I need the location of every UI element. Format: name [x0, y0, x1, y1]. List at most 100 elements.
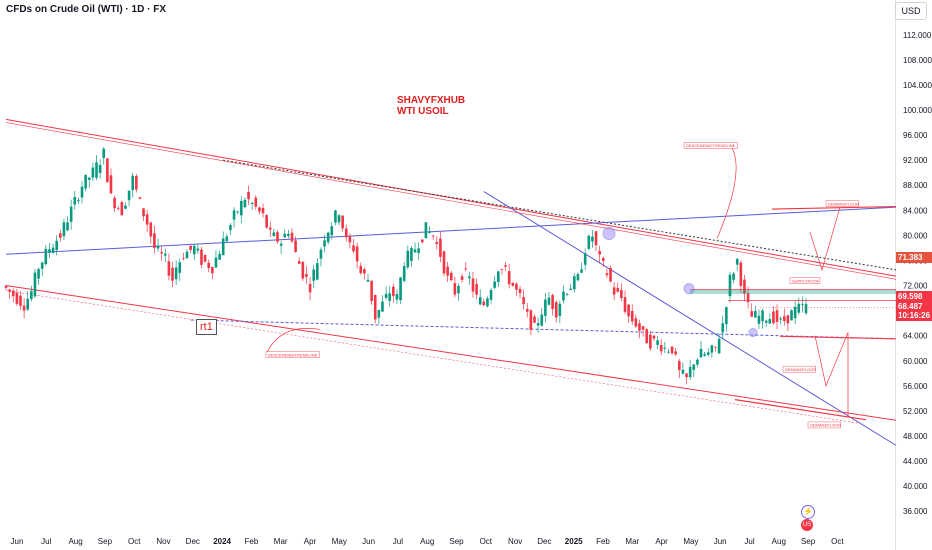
trendline-lower-red[interactable] — [5, 285, 897, 421]
candle-body — [127, 190, 131, 201]
candle-body — [232, 210, 236, 220]
demand-floor-upper-band — [771, 205, 897, 210]
candle-body — [540, 314, 544, 326]
candle-body — [189, 245, 192, 250]
trendlines-layer — [5, 118, 897, 446]
candle-body — [504, 265, 507, 267]
descending-trendline-label-box — [683, 142, 738, 149]
x-tick-label: Sep — [449, 537, 464, 546]
candle-body — [620, 290, 623, 299]
y-tick-label: 112.000 — [903, 31, 932, 40]
trendline-blue-diagonal[interactable] — [483, 191, 897, 446]
candle-body — [562, 291, 565, 301]
price-tag-71383: 71.383 — [896, 252, 932, 263]
candle-body — [185, 251, 189, 259]
candle-body — [250, 202, 254, 204]
currency-button[interactable]: USD — [895, 2, 927, 20]
pivot-marker-circle — [602, 227, 616, 241]
pivot-marker-circle — [683, 283, 695, 295]
trendline-lower-companion — [5, 290, 861, 424]
candle-body — [529, 310, 533, 330]
y-tick-label: 64.000 — [903, 332, 928, 341]
y-tick-label: 56.000 — [903, 382, 928, 391]
candle-body — [518, 288, 522, 293]
candle-body — [395, 293, 399, 300]
candle-body — [109, 175, 113, 194]
candle-body — [772, 311, 775, 324]
trendline-descending-upper-red[interactable] — [5, 118, 897, 277]
candle-body — [775, 310, 779, 322]
candle-body — [420, 239, 424, 243]
candle-body — [211, 266, 214, 274]
candle-body — [301, 261, 305, 279]
x-tick-label: Aug — [772, 537, 786, 546]
candle-body — [167, 261, 171, 276]
candle-body — [341, 215, 344, 229]
candle-body — [370, 280, 373, 302]
candle-body — [261, 207, 265, 214]
x-tick-label: 2025 — [565, 537, 583, 546]
candle-body — [706, 352, 710, 355]
candle-body — [511, 282, 515, 286]
demand-floor-lower-band — [734, 399, 867, 421]
candle-body — [163, 253, 167, 256]
candle-body — [319, 249, 323, 259]
candle-body — [283, 233, 287, 238]
candle-body — [91, 167, 95, 178]
candle-body — [22, 305, 26, 311]
price-axis[interactable] — [895, 0, 932, 550]
x-tick-label: May — [683, 537, 698, 546]
x-tick-label: Jun — [11, 537, 24, 546]
candle-body — [439, 238, 442, 257]
candle-body — [337, 215, 341, 223]
candle-body — [681, 369, 685, 374]
supply-roof-label: SUPPLYROOF — [792, 279, 820, 284]
y-tick-label: 88.000 — [903, 181, 928, 190]
candle-body — [670, 346, 674, 354]
x-tick-label: Jul — [393, 537, 403, 546]
candle-body — [214, 257, 218, 268]
candle-body — [641, 326, 645, 330]
candle-body — [156, 245, 160, 249]
candle-body — [551, 294, 554, 310]
candle-body — [732, 273, 735, 280]
candle-body — [735, 258, 739, 265]
x-tick-label: Nov — [508, 537, 522, 546]
candle-body — [598, 251, 601, 255]
candle-body — [334, 210, 337, 223]
descending-trendline-label: DESCENDINGTRENDLINE — [686, 143, 736, 148]
candle-body — [410, 248, 413, 261]
candle-body — [659, 344, 663, 352]
y-tick-label: 40.000 — [903, 482, 928, 491]
demand-floor-label-box — [807, 421, 841, 429]
descending-trendline-label-lower-box — [265, 351, 320, 358]
candle-body — [51, 247, 55, 253]
candle-body — [4, 285, 8, 288]
candle-body — [761, 310, 764, 322]
lightning-icon[interactable]: ⚡ — [801, 505, 815, 519]
candle-body — [359, 265, 363, 274]
candle-body — [135, 175, 138, 190]
trendline-ascending-blue[interactable] — [5, 206, 897, 255]
candle-body — [66, 222, 69, 231]
candle-body — [779, 318, 782, 320]
x-tick-label: Jun — [362, 537, 375, 546]
candle-body — [174, 267, 178, 280]
trendline-blue-channel-lower[interactable] — [190, 319, 897, 340]
candle-body — [497, 271, 500, 283]
candles-layer — [4, 146, 808, 385]
trendline-descending-upper-black-dotted[interactable] — [223, 159, 897, 271]
candle-body — [207, 262, 211, 269]
candle-body — [254, 197, 258, 207]
candle-body — [460, 276, 464, 280]
candle-body — [790, 310, 793, 321]
x-tick-label: Jul — [41, 537, 51, 546]
us-flag-icon[interactable]: US — [801, 519, 813, 531]
candle-body — [326, 232, 330, 243]
candle-body — [612, 287, 616, 295]
candle-body — [73, 196, 77, 205]
x-tick-label: Jun — [714, 537, 727, 546]
candle-body — [348, 236, 352, 243]
candle-body — [413, 249, 417, 253]
